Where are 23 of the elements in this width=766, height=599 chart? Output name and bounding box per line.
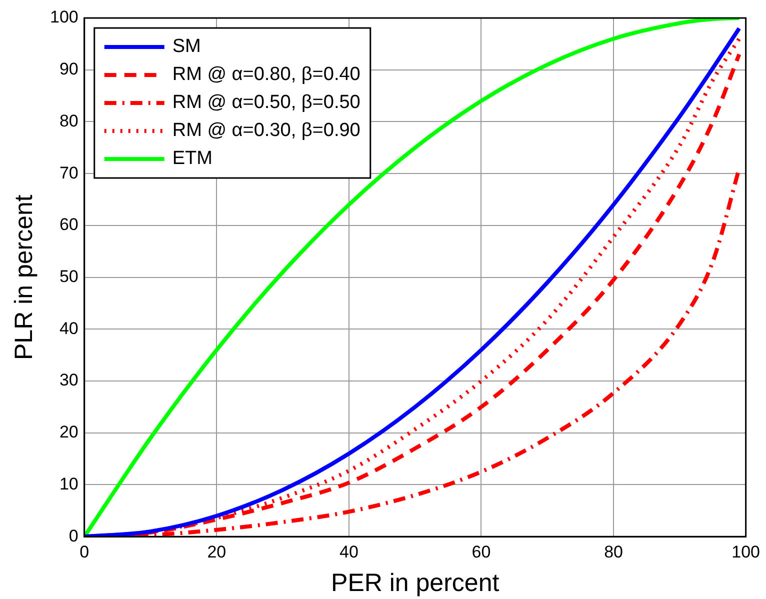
y-tick-label: 0	[68, 526, 78, 546]
legend-label: ETM	[172, 148, 212, 170]
x-tick-label: 80	[604, 542, 623, 562]
legend-label: SM	[172, 36, 201, 58]
y-tick-label: 70	[59, 163, 78, 182]
x-tick-label: 100	[732, 542, 760, 562]
y-tick-label: 40	[59, 318, 78, 338]
y-axis-title: PLR in percent	[10, 194, 38, 360]
legend-label: RM @ α=0.50, β=0.50	[172, 92, 360, 114]
y-tick-label: 10	[59, 474, 78, 494]
y-tick-label: 100	[50, 8, 78, 27]
y-tick-label: 50	[59, 266, 78, 286]
y-tick-label: 30	[59, 370, 78, 390]
x-tick-label: 20	[207, 542, 226, 562]
x-tick-label: 40	[339, 542, 358, 562]
y-tick-label: 20	[59, 422, 78, 442]
x-tick-label: 60	[472, 542, 491, 562]
legend-label: RM @ α=0.30, β=0.90	[172, 120, 360, 142]
x-axis-title: PER in percent	[331, 568, 500, 597]
y-tick-label: 90	[59, 60, 78, 79]
legend-label: RM @ α=0.80, β=0.40	[172, 64, 360, 86]
y-tick-label: 80	[59, 111, 78, 130]
y-tick-label: 60	[59, 215, 78, 234]
